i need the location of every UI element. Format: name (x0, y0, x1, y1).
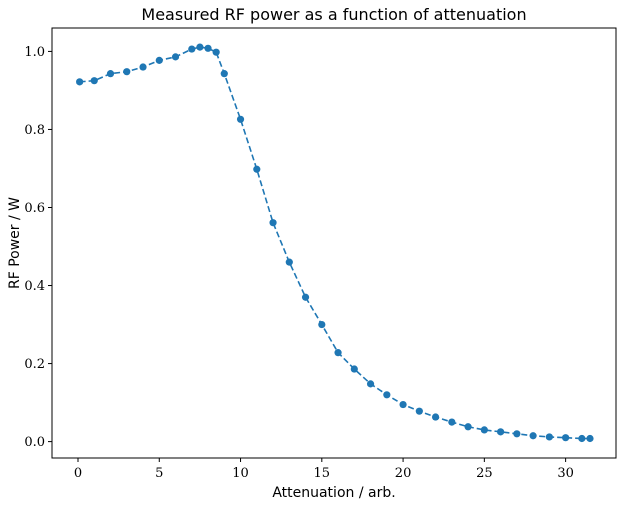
data-point (383, 391, 391, 399)
data-point (562, 434, 570, 442)
data-point (301, 293, 310, 301)
x-tick-label: 30 (557, 466, 574, 481)
data-point (431, 413, 440, 421)
data-point (123, 68, 131, 76)
data-point (196, 43, 204, 51)
data-point (448, 418, 456, 426)
chart-title: Measured RF power as a function of atten… (141, 5, 526, 24)
data-point (480, 426, 488, 434)
x-tick-label: 25 (476, 466, 493, 481)
y-axis-label: RF Power / W (7, 197, 23, 289)
data-point (212, 48, 220, 56)
data-point (253, 165, 261, 173)
x-tick-label: 0 (74, 466, 82, 481)
data-point (350, 365, 358, 373)
data-point (188, 45, 196, 53)
series-line (79, 46, 590, 440)
data-point (220, 70, 228, 78)
x-axis-label: Attenuation / arb. (272, 485, 395, 501)
data-point (415, 407, 423, 415)
plot-area (76, 43, 594, 443)
data-point (586, 434, 594, 443)
y-tick-label: 0.4 (24, 279, 45, 294)
data-point (545, 433, 553, 441)
data-point (318, 320, 326, 329)
y-tick-label: 0.8 (24, 123, 45, 138)
y-axis: 0.0 0.2 0.4 0.6 0.8 1.0 (24, 45, 52, 450)
data-point (139, 63, 147, 71)
data-point (90, 77, 98, 85)
data-point (334, 349, 342, 357)
y-tick-label: 0.0 (24, 435, 45, 450)
data-point (285, 258, 293, 266)
data-point (236, 115, 245, 123)
data-point (464, 423, 472, 431)
data-point (496, 428, 505, 436)
data-point (269, 219, 277, 227)
data-point (171, 53, 180, 61)
x-tick-label: 20 (395, 466, 412, 481)
y-tick-label: 0.6 (24, 201, 45, 216)
data-point (155, 56, 163, 64)
data-point (204, 44, 212, 52)
y-tick-label: 1.0 (24, 45, 45, 60)
x-tick-label: 5 (155, 466, 163, 481)
x-tick-label: 10 (232, 466, 249, 481)
data-point (578, 434, 586, 443)
data-point (399, 400, 407, 409)
data-point (529, 432, 537, 440)
data-point (513, 430, 521, 438)
x-tick-label: 15 (314, 466, 331, 481)
data-point (76, 78, 84, 86)
data-point (366, 380, 375, 388)
y-tick-label: 0.2 (24, 357, 45, 372)
axes-frame (51, 27, 617, 459)
x-axis: 0 5 10 15 20 25 30 (74, 458, 574, 481)
data-point (106, 70, 115, 78)
